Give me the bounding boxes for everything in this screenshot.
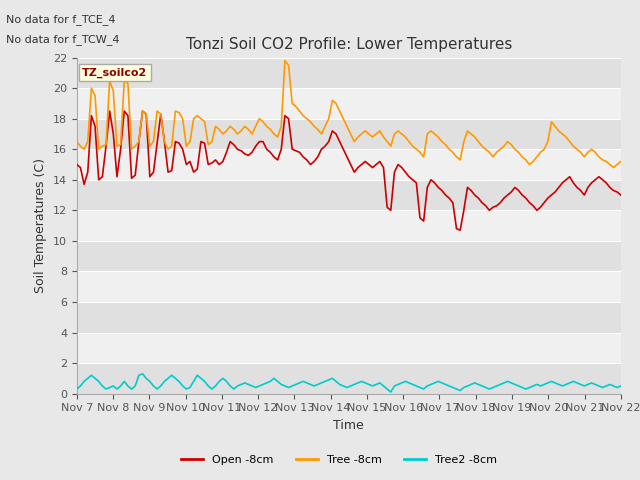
Bar (77, 271, 621, 302)
Bar (77, 58, 621, 88)
Bar (77, 180, 621, 210)
Bar (77, 210, 621, 241)
Y-axis label: Soil Temperatures (C): Soil Temperatures (C) (35, 158, 47, 293)
Bar (77, 363, 621, 394)
Bar (77, 149, 621, 180)
Legend: Open -8cm, Tree -8cm, Tree2 -8cm: Open -8cm, Tree -8cm, Tree2 -8cm (177, 451, 502, 469)
Bar (77, 88, 621, 119)
Text: No data for f_TCW_4: No data for f_TCW_4 (6, 34, 120, 45)
Text: TZ_soilco2: TZ_soilco2 (82, 68, 147, 78)
Title: Tonzi Soil CO2 Profile: Lower Temperatures: Tonzi Soil CO2 Profile: Lower Temperatur… (186, 37, 512, 52)
Bar (77, 241, 621, 271)
Bar (77, 302, 621, 333)
Text: No data for f_TCE_4: No data for f_TCE_4 (6, 14, 116, 25)
X-axis label: Time: Time (333, 419, 364, 432)
Bar (77, 119, 621, 149)
Bar (77, 333, 621, 363)
